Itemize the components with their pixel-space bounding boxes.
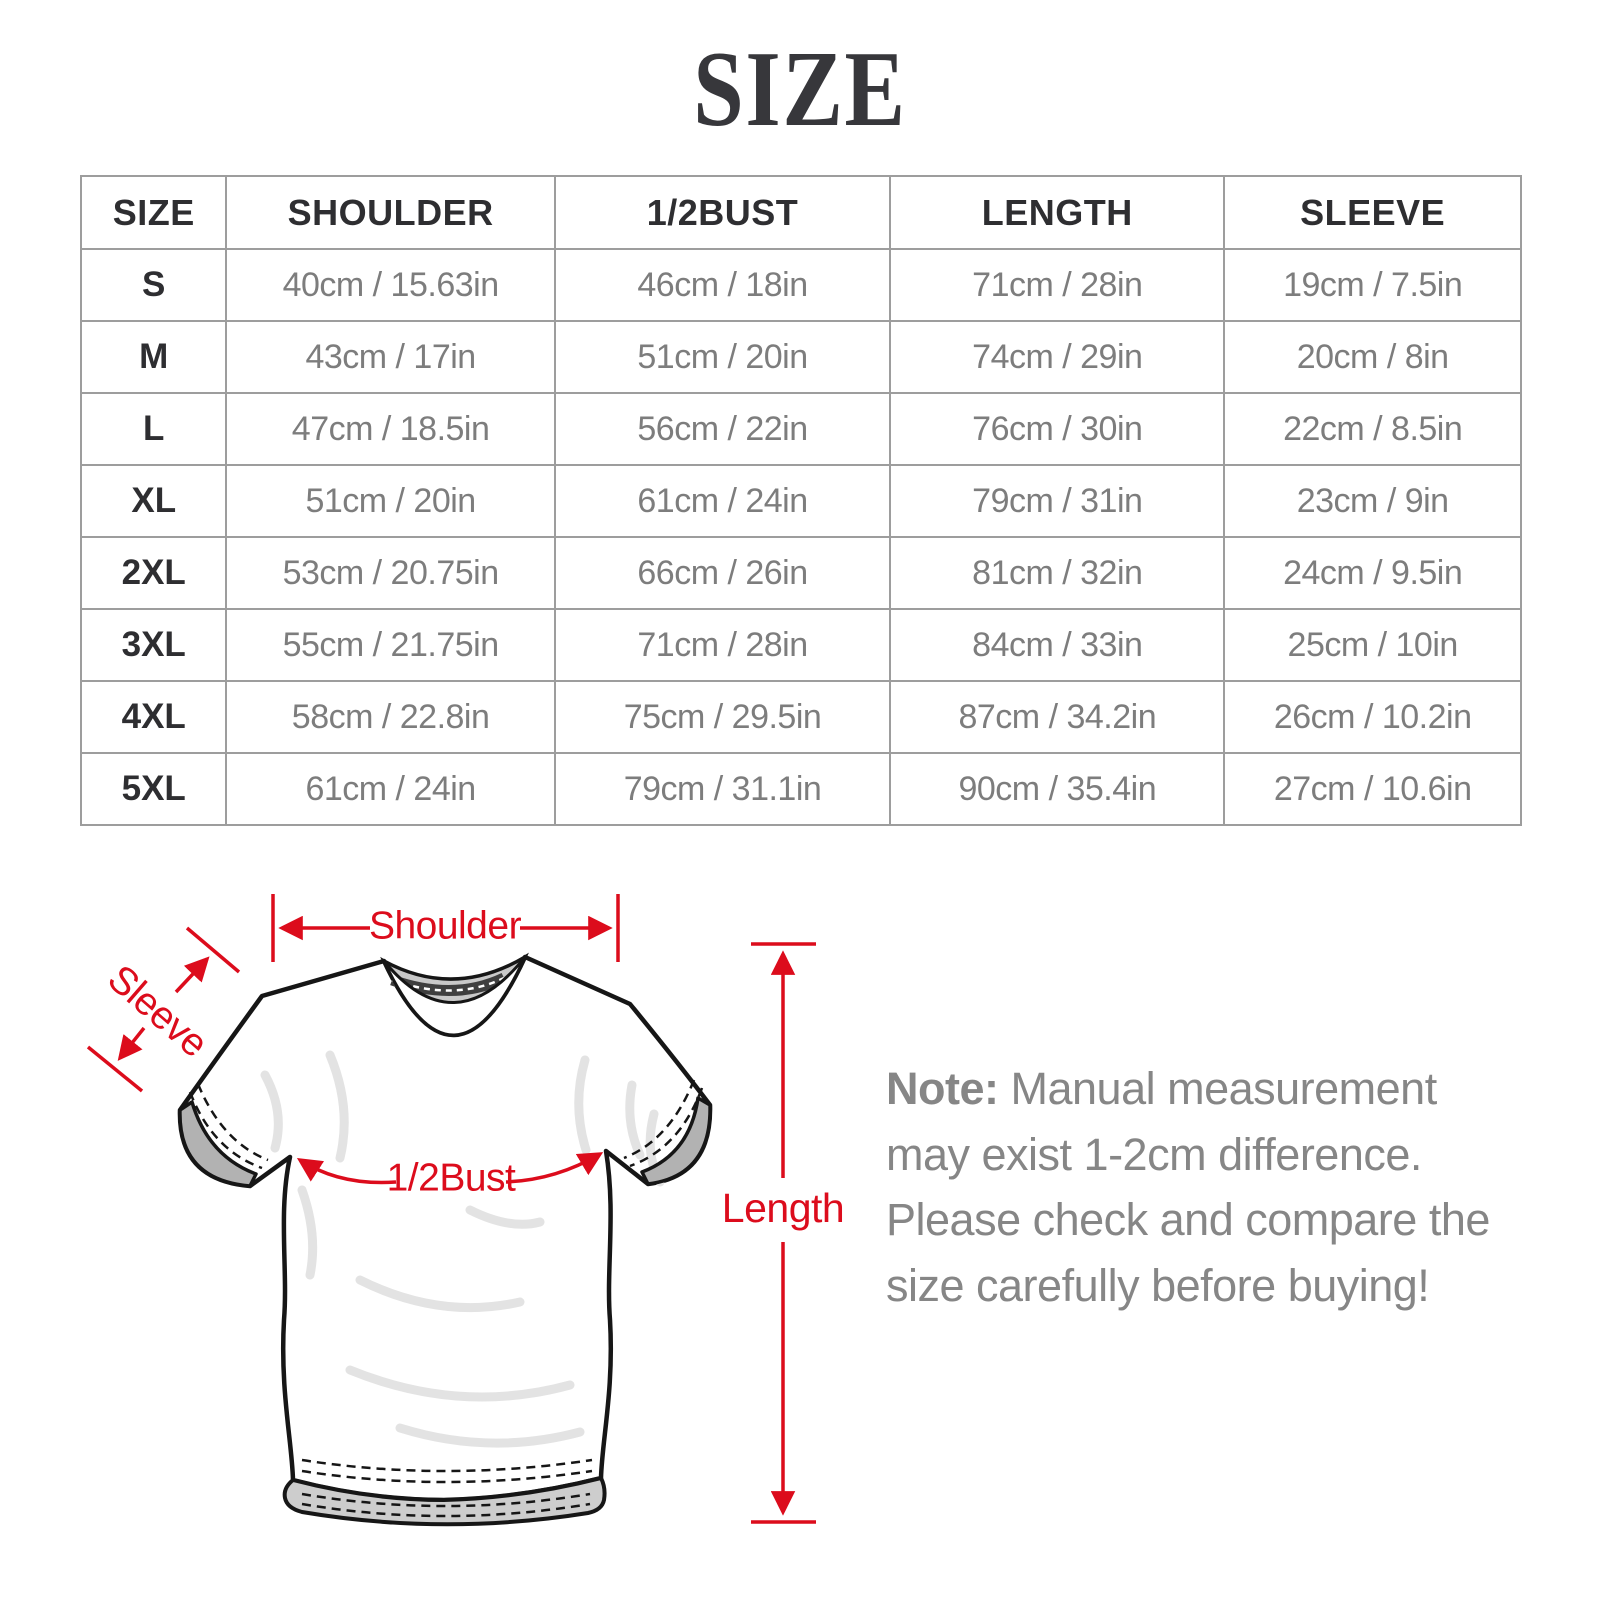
bust-cell: 46cm / 18in	[553, 248, 892, 322]
bust-cell: 79cm / 31.1in	[553, 752, 892, 826]
length-cell: 87cm / 34.2in	[889, 680, 1226, 754]
bust-cell: 51cm / 20in	[553, 320, 892, 394]
wrinkle	[574, 1055, 591, 1155]
table-row: 4XL 58cm / 22.8in 75cm / 29.5in 87cm / 3…	[79, 680, 1522, 754]
size-cell: M	[79, 320, 228, 394]
length-cell: 81cm / 32in	[889, 536, 1226, 610]
wrinkle	[345, 1365, 575, 1402]
hem	[282, 1458, 607, 1527]
collar-band	[382, 956, 527, 1037]
sleeve-measure-label: Sleeve	[99, 957, 215, 1066]
bust-cell: 66cm / 26in	[553, 536, 892, 610]
bust-arrow-left	[296, 1157, 397, 1185]
note-text: Manual measurement may exist 1-2cm diffe…	[886, 1063, 1490, 1312]
size-cell: 4XL	[79, 680, 228, 754]
wrinkle	[465, 1205, 545, 1229]
size-cell: L	[79, 392, 228, 466]
length-cell: 76cm / 30in	[889, 392, 1226, 466]
shoulder-cell: 58cm / 22.8in	[225, 680, 556, 754]
sleeve-cell: 23cm / 9in	[1223, 464, 1522, 538]
sleeve-cell: 22cm / 8.5in	[1223, 392, 1522, 466]
sleeve-arrow-down	[117, 1026, 146, 1061]
size-cell: 2XL	[79, 536, 228, 610]
wrinkle	[395, 1423, 585, 1448]
sleeve-tick-bottom	[86, 1045, 144, 1093]
right-cuff	[623, 1079, 712, 1186]
sleeve-cell: 19cm / 7.5in	[1223, 248, 1522, 322]
wrinkle	[625, 1080, 645, 1160]
left-cuff	[178, 1083, 269, 1188]
size-cell: 5XL	[79, 752, 228, 826]
note-label: Note:	[886, 1063, 999, 1114]
sleeve-arrow-up	[174, 956, 210, 994]
table-row: 3XL 55cm / 21.75in 71cm / 28in 84cm / 33…	[79, 608, 1522, 682]
size-cell: 3XL	[79, 608, 228, 682]
table-row: 2XL 53cm / 20.75in 66cm / 26in 81cm / 32…	[79, 536, 1522, 610]
table-row: 5XL 61cm / 24in 79cm / 31.1in 90cm / 35.…	[79, 752, 1522, 826]
table-row: L 47cm / 18.5in 56cm / 22in 76cm / 30in …	[79, 392, 1522, 466]
length-cell: 79cm / 31in	[889, 464, 1226, 538]
shoulder-cell: 53cm / 20.75in	[225, 536, 556, 610]
sleeve-cell: 24cm / 9.5in	[1223, 536, 1522, 610]
shoulder-cell: 40cm / 15.63in	[225, 248, 556, 322]
sleeve-cell: 26cm / 10.2in	[1223, 680, 1522, 754]
sleeve-cell: 27cm / 10.6in	[1223, 752, 1522, 826]
bust-measure-label: 1/2Bust	[387, 1156, 516, 1199]
wrinkle	[355, 1275, 525, 1313]
size-cell: S	[79, 248, 228, 322]
page-title: SIZE	[693, 30, 907, 149]
wrinkle	[325, 1050, 349, 1163]
wrinkle	[260, 1070, 283, 1153]
bust-cell: 75cm / 29.5in	[553, 680, 892, 754]
bust-measure: 1/2Bust	[296, 1152, 604, 1199]
measurement-note: Note: Manual measurement may exist 1-2cm…	[886, 1056, 1498, 1319]
col-header-sleeve: SLEEVE	[1223, 175, 1522, 250]
table-row: M 43cm / 17in 51cm / 20in 74cm / 29in 20…	[79, 320, 1522, 394]
shoulder-cell: 47cm / 18.5in	[225, 392, 556, 466]
shoulder-cell: 61cm / 24in	[225, 752, 556, 826]
table-row: XL 51cm / 20in 61cm / 24in 79cm / 31in 2…	[79, 464, 1522, 538]
col-header-size: SIZE	[79, 175, 228, 250]
size-cell: XL	[79, 464, 228, 538]
shoulder-measure: Shoulder	[271, 894, 620, 962]
bust-cell: 61cm / 24in	[553, 464, 892, 538]
length-cell: 71cm / 28in	[889, 248, 1226, 322]
length-cell: 74cm / 29in	[889, 320, 1226, 394]
tshirt-measurement-diagram: Shoulder Sleeve 1/2Bust Length	[86, 894, 845, 1527]
tshirt-outline	[177, 952, 713, 1527]
table-header-row: SIZE SHOULDER 1/2BUST LENGTH SLEEVE	[79, 175, 1522, 250]
col-header-length: LENGTH	[889, 175, 1226, 250]
col-header-shoulder: SHOULDER	[225, 175, 556, 250]
table-row: S 40cm / 15.63in 46cm / 18in 71cm / 28in…	[79, 248, 1522, 322]
wrinkle	[297, 1185, 318, 1280]
sleeve-cell: 20cm / 8in	[1223, 320, 1522, 394]
size-table: SIZE SHOULDER 1/2BUST LENGTH SLEEVE S 40…	[79, 175, 1522, 826]
length-measure: Length	[722, 942, 845, 1524]
length-measure-label: Length	[722, 1185, 844, 1231]
sleeve-tick-top	[185, 926, 241, 974]
col-header-bust: 1/2BUST	[553, 175, 892, 250]
sleeve-cell: 25cm / 10in	[1223, 608, 1522, 682]
shoulder-cell: 55cm / 21.75in	[225, 608, 556, 682]
bust-cell: 71cm / 28in	[553, 608, 892, 682]
shoulder-cell: 51cm / 20in	[225, 464, 556, 538]
bust-cell: 56cm / 22in	[553, 392, 892, 466]
length-cell: 84cm / 33in	[889, 608, 1226, 682]
length-cell: 90cm / 35.4in	[889, 752, 1226, 826]
collar	[380, 952, 529, 1037]
shoulder-measure-label: Shoulder	[369, 904, 522, 947]
bust-arrow-right	[505, 1152, 604, 1184]
shoulder-cell: 43cm / 17in	[225, 320, 556, 394]
